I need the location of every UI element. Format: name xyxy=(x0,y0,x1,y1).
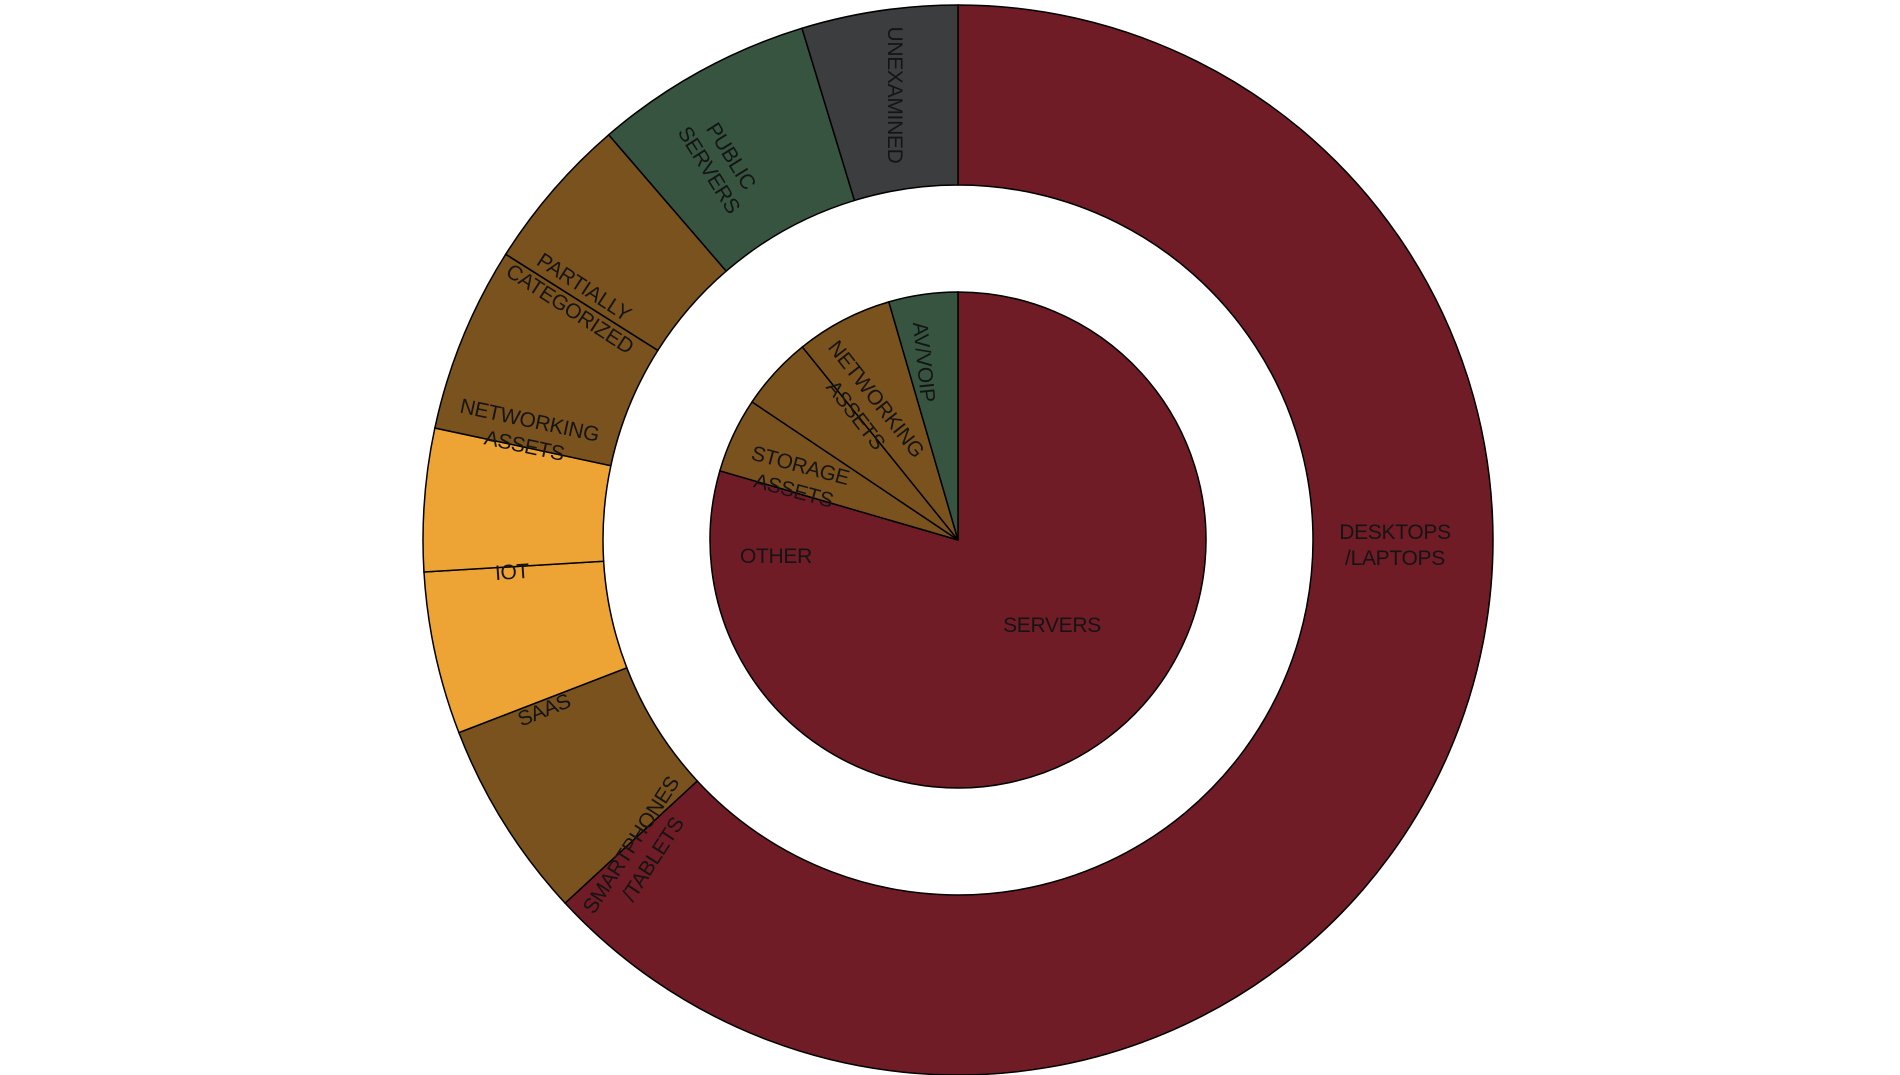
outer-slice-desktops-laptops xyxy=(564,4,1494,1075)
inner-label-servers: SERVERS xyxy=(1003,614,1101,637)
outer-label-unexamined: UNEXAMINED xyxy=(883,26,906,163)
outer-label-line: DESKTOPS xyxy=(1339,521,1451,544)
inner-label-line: SERVERS xyxy=(1003,614,1101,637)
inner-pie xyxy=(709,291,1207,789)
outer-slice-unexamined xyxy=(801,4,959,202)
inner-label-line: OTHER xyxy=(740,545,812,568)
outer-ring xyxy=(422,4,1494,1075)
outer-label-desktops-laptops: DESKTOPS/LAPTOPS xyxy=(1339,521,1451,570)
outer-label-line: UNEXAMINED xyxy=(883,26,906,163)
inner-label-other: OTHER xyxy=(740,545,812,568)
outer-label-line: /LAPTOPS xyxy=(1345,547,1445,570)
outer-label-line: IOT xyxy=(494,560,530,585)
outer-label-iot: IOT xyxy=(494,560,530,585)
inner-slice-av-voip xyxy=(887,291,959,541)
